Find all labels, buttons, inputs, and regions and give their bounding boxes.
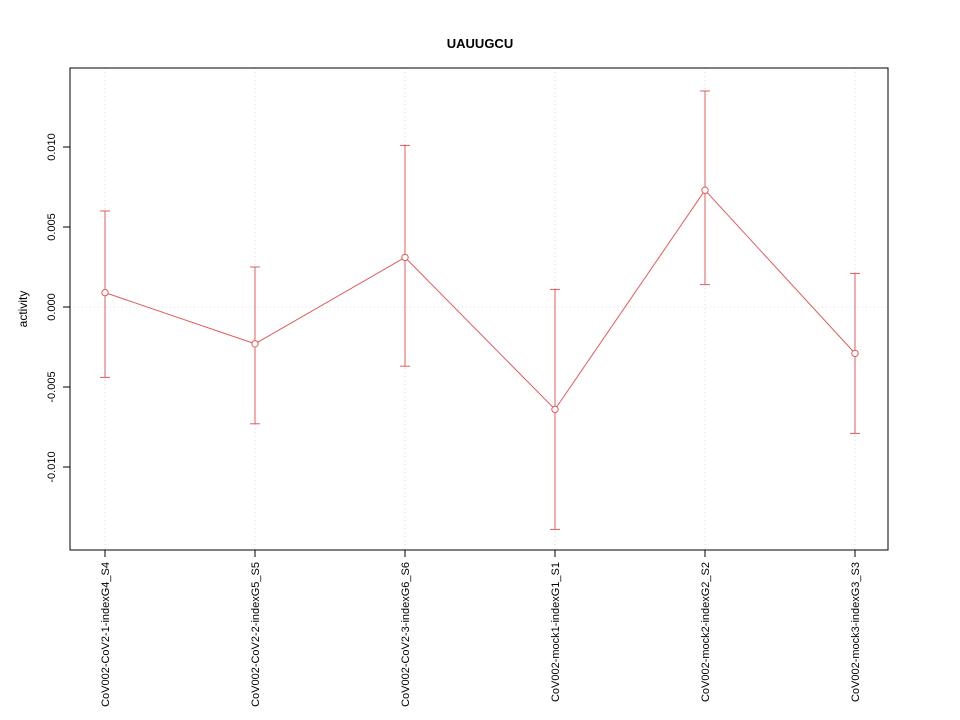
y-tick-label: 0.010 xyxy=(46,133,58,161)
data-point xyxy=(551,405,559,414)
y-tick-label: 0.005 xyxy=(46,213,58,241)
plot-border xyxy=(69,67,889,551)
y-tick-label: -0.010 xyxy=(46,451,58,482)
data-point xyxy=(101,288,109,297)
x-axis-ticks xyxy=(104,550,856,557)
x-tick-label: CoV002-mock1-indexG1_S1 xyxy=(550,562,562,702)
x-tick-label: CoV002-mock3-indexG3_S3 xyxy=(850,562,862,702)
grid-lines xyxy=(70,68,888,550)
y-tick-labels: -0.010 -0.005 0.000 0.005 0.010 xyxy=(46,133,58,482)
x-tick-labels: CoV002-CoV2-1-indexG4_S4 CoV002-CoV2-2-in… xyxy=(100,562,862,707)
x-tick-label: CoV002-CoV2-1-indexG4_S4 xyxy=(100,562,112,707)
data-point xyxy=(851,349,859,358)
x-tick-label: CoV002-CoV2-2-indexG5_S5 xyxy=(250,562,262,707)
y-tick-label: -0.005 xyxy=(46,371,58,402)
data-point xyxy=(701,186,709,194)
chart-title: UAUUGCU xyxy=(446,36,514,51)
data-point xyxy=(251,340,259,348)
x-tick-label: CoV002-CoV2-3-indexG6_S6 xyxy=(400,562,412,707)
series-line xyxy=(104,189,856,411)
data-point xyxy=(401,253,409,262)
y-axis-label: activity xyxy=(16,291,30,328)
y-axis-ticks xyxy=(63,146,70,468)
y-tick-label: 0.000 xyxy=(46,293,58,321)
error-bars xyxy=(100,90,860,530)
x-tick-label: CoV002-mock2-indexG2_S2 xyxy=(700,562,712,702)
data-points xyxy=(101,186,859,414)
